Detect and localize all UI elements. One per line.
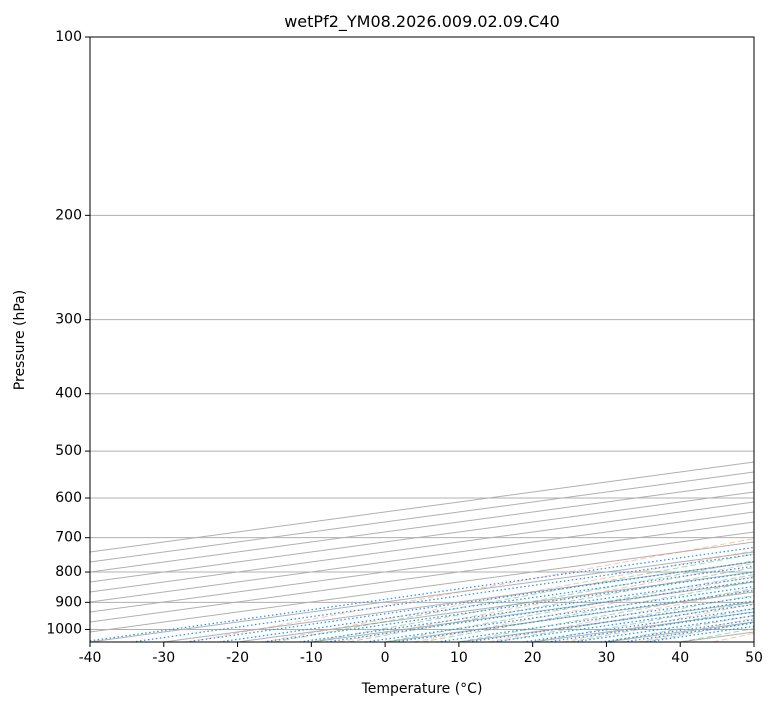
x-tick-label: 30 xyxy=(598,650,616,666)
y-tick-label: 200 xyxy=(55,207,82,223)
mixing-ratio-line xyxy=(132,553,754,642)
x-tick-label: 50 xyxy=(745,650,763,666)
moist-adiabat xyxy=(680,627,754,642)
x-tick-label: 10 xyxy=(450,650,468,666)
plot-area xyxy=(90,37,754,642)
isotherm-gridline xyxy=(90,501,754,593)
isotherm-gridline xyxy=(90,481,754,573)
x-tick-label: -10 xyxy=(300,650,323,666)
moist-adiabat xyxy=(421,581,754,642)
isotherm-gridline xyxy=(90,551,754,642)
mixing-ratio-line xyxy=(90,546,754,642)
y-axis-label: Pressure (hPa) xyxy=(12,290,28,390)
y-tick-label: 700 xyxy=(55,530,82,546)
mixing-ratio-line xyxy=(299,576,754,642)
dry-adiabat xyxy=(712,632,754,642)
x-tick-label: 40 xyxy=(671,650,689,666)
isotherm-gridline xyxy=(90,511,754,603)
mixing-ratio-line xyxy=(492,603,754,642)
dry-adiabat xyxy=(338,562,754,642)
plot-frame xyxy=(89,36,755,643)
mixing-ratio-line xyxy=(522,608,754,642)
isotherm-gridline xyxy=(385,591,754,642)
y-tick-label: 800 xyxy=(55,564,82,580)
mixing-ratio-line xyxy=(546,611,754,642)
isotherm-gridline xyxy=(532,611,754,642)
isotherm-gridline xyxy=(311,581,754,642)
moist-adiabat xyxy=(495,594,754,642)
x-axis-label: Temperature (°C) xyxy=(361,681,483,697)
moist-adiabat xyxy=(643,621,754,642)
isotherm-gridline xyxy=(90,491,754,583)
y-tick-label: 500 xyxy=(55,443,82,459)
mixing-ratio-line xyxy=(468,600,754,642)
y-tick-label: 100 xyxy=(55,29,82,45)
y-tick-label: 1000 xyxy=(46,621,82,637)
isotherm-gridline xyxy=(90,461,754,553)
x-tick-label: -20 xyxy=(226,650,249,666)
x-tick-label: -30 xyxy=(152,650,175,666)
isotherm-gridline xyxy=(606,621,754,642)
x-tick-label: 0 xyxy=(381,650,390,666)
dry-adiabat xyxy=(562,603,754,642)
moist-adiabat xyxy=(458,587,754,642)
x-tick-label: 20 xyxy=(524,650,542,666)
axes: -40 -30 -20 -10 0 10 20 30 40 50 100 200 300 400 500 60… xyxy=(46,29,763,666)
moist-adiabat xyxy=(348,567,754,642)
isotherm-gridline xyxy=(90,521,754,613)
dry-adiabat xyxy=(413,575,754,642)
mixing-ratio-line xyxy=(436,595,754,642)
chart-title: wetPf2_YM08.2026.009.02.09.C40 xyxy=(284,12,560,32)
mixing-ratio-line xyxy=(645,625,754,642)
y-tick-label: 400 xyxy=(55,386,82,402)
y-tick-label: 900 xyxy=(55,594,82,610)
dry-adiabat xyxy=(263,550,754,642)
isotherm-gridline xyxy=(90,541,754,633)
dry-adiabat xyxy=(488,589,754,642)
moist-adiabat xyxy=(274,553,754,642)
moist-adiabat xyxy=(311,560,754,642)
x-tick-label: -40 xyxy=(79,650,102,666)
isotherm-gridline xyxy=(90,531,754,623)
isotherm-gridline xyxy=(753,641,754,642)
y-tick-label: 300 xyxy=(55,312,82,328)
isotherm-gridline xyxy=(90,471,754,563)
y-tick-label: 600 xyxy=(55,490,82,506)
